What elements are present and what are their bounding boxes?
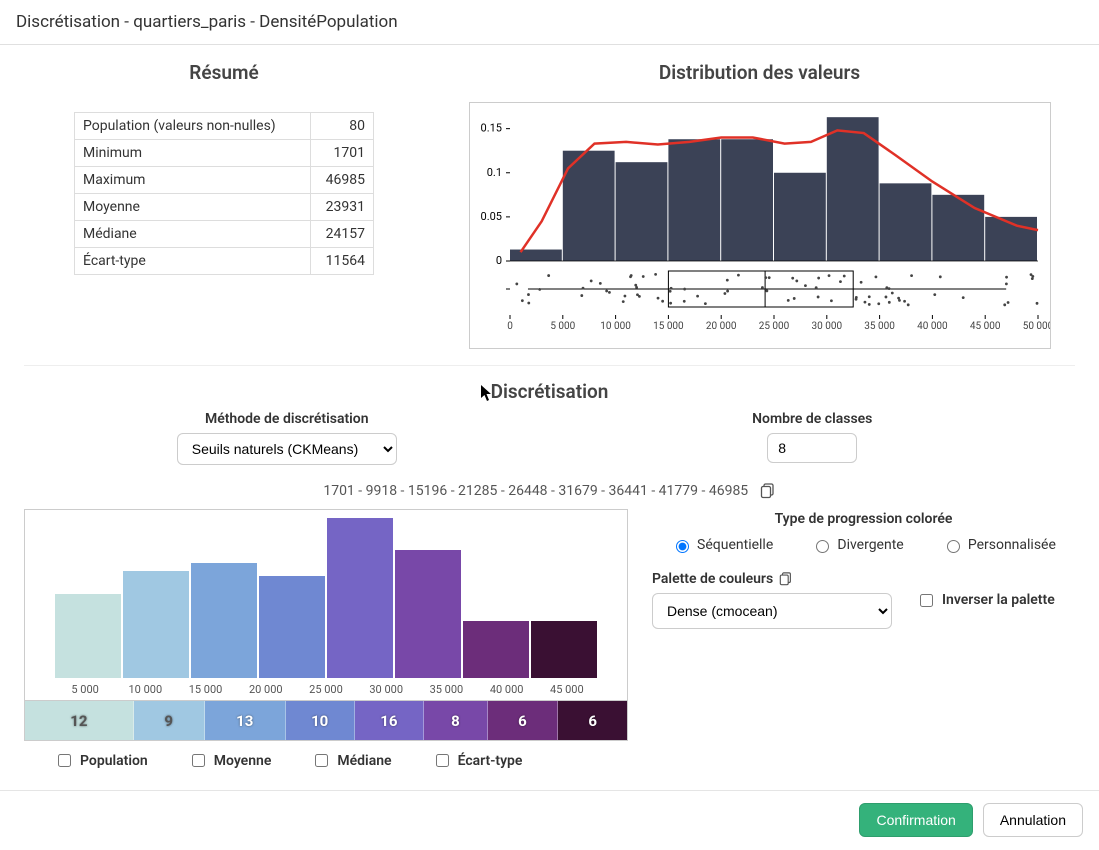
breaks-text: 1701 - 9918 - 15196 - 21285 - 26448 - 31… bbox=[323, 483, 748, 499]
radio-sequential[interactable]: Séquentielle bbox=[671, 537, 773, 553]
svg-text:20 000: 20 000 bbox=[705, 321, 736, 332]
xlabel: 30 000 bbox=[356, 683, 416, 696]
count-strip: 129131016866 bbox=[25, 700, 627, 740]
window-title: Discrétisation - quartiers_paris - Densi… bbox=[0, 0, 1099, 45]
radio-custom[interactable]: Personnalisée bbox=[942, 537, 1056, 553]
table-row: Écart-type11564 bbox=[75, 248, 374, 275]
confirm-button[interactable]: Confirmation bbox=[859, 803, 972, 837]
cursor-icon bbox=[480, 384, 494, 402]
svg-text:35 000: 35 000 bbox=[864, 321, 895, 332]
xlabel: 15 000 bbox=[175, 683, 235, 696]
table-row: Population (valeurs non-nulles)80 bbox=[75, 113, 374, 140]
svg-text:30 000: 30 000 bbox=[811, 321, 842, 332]
xlabel: 35 000 bbox=[416, 683, 476, 696]
method-select[interactable]: Seuils naturels (CKMeans) bbox=[177, 433, 397, 465]
svg-text:0.1: 0.1 bbox=[486, 166, 501, 179]
resume-heading: Résumé bbox=[24, 61, 424, 84]
class-bar bbox=[531, 621, 597, 679]
palette-label: Palette de couleurs bbox=[652, 571, 773, 587]
chk-mediane[interactable]: Médiane bbox=[311, 751, 391, 770]
class-bar bbox=[463, 621, 529, 679]
svg-text:45 000: 45 000 bbox=[969, 321, 1000, 332]
count-segment: 13 bbox=[205, 701, 286, 740]
chk-population[interactable]: Population bbox=[54, 751, 148, 770]
class-bar bbox=[327, 518, 393, 678]
svg-text:50 000: 50 000 bbox=[1022, 321, 1049, 332]
xlabel: 25 000 bbox=[296, 683, 356, 696]
copy-breaks-icon[interactable] bbox=[760, 483, 776, 499]
copy-palette-icon[interactable] bbox=[779, 572, 793, 586]
svg-text:10 000: 10 000 bbox=[600, 321, 631, 332]
radio-divergent[interactable]: Divergente bbox=[811, 537, 903, 553]
method-label: Méthode de discrétisation bbox=[24, 411, 550, 427]
class-bar bbox=[259, 576, 325, 678]
count-segment: 9 bbox=[134, 701, 205, 740]
palette-select[interactable]: Dense (cmocean) bbox=[652, 593, 892, 629]
chk-invert-palette[interactable]: Inverser la palette bbox=[916, 591, 1055, 610]
svg-text:0: 0 bbox=[507, 321, 513, 332]
table-row: Médiane24157 bbox=[75, 221, 374, 248]
count-segment: 8 bbox=[424, 701, 487, 740]
svg-text:5 000: 5 000 bbox=[550, 321, 575, 332]
count-segment: 6 bbox=[488, 701, 559, 740]
summary-table: Population (valeurs non-nulles)80Minimum… bbox=[74, 112, 374, 275]
chk-ecart[interactable]: Écart-type bbox=[432, 751, 523, 770]
class-bar bbox=[395, 550, 461, 678]
xlabel: 5 000 bbox=[55, 683, 115, 696]
progression-label: Type de progression colorée bbox=[652, 511, 1075, 527]
count-segment: 6 bbox=[558, 701, 627, 740]
classification-chart: 5 00010 00015 00020 00025 00030 00035 00… bbox=[24, 509, 628, 741]
cancel-button[interactable]: Annulation bbox=[983, 803, 1083, 837]
count-segment: 10 bbox=[286, 701, 355, 740]
discretisation-heading: Discrétisation bbox=[491, 380, 609, 403]
xlabel: 10 000 bbox=[115, 683, 175, 696]
distribution-heading: Distribution des valeurs bbox=[444, 61, 1075, 84]
table-row: Maximum46985 bbox=[75, 167, 374, 194]
chk-moyenne[interactable]: Moyenne bbox=[188, 751, 272, 770]
table-row: Minimum1701 bbox=[75, 140, 374, 167]
distribution-chart: 0 0.05 0.1 0.15 0 5 000 10 000 15 000 20 000 25 0… bbox=[469, 102, 1051, 349]
xlabel: 40 000 bbox=[477, 683, 537, 696]
nclasses-label: Nombre de classes bbox=[550, 411, 1076, 427]
class-bar bbox=[191, 563, 257, 678]
nclasses-input[interactable] bbox=[767, 433, 857, 463]
class-bar bbox=[123, 571, 189, 678]
svg-text:40 000: 40 000 bbox=[917, 321, 948, 332]
svg-text:0.15: 0.15 bbox=[480, 122, 501, 135]
count-segment: 16 bbox=[355, 701, 425, 740]
xlabel: 20 000 bbox=[236, 683, 296, 696]
table-row: Moyenne23931 bbox=[75, 194, 374, 221]
count-segment: 12 bbox=[25, 701, 134, 740]
svg-text:0: 0 bbox=[495, 254, 501, 267]
svg-text:0.05: 0.05 bbox=[480, 210, 501, 223]
class-bar bbox=[55, 594, 121, 679]
xlabel: 45 000 bbox=[537, 683, 597, 696]
svg-text:15 000: 15 000 bbox=[653, 321, 684, 332]
svg-text:25 000: 25 000 bbox=[758, 321, 789, 332]
